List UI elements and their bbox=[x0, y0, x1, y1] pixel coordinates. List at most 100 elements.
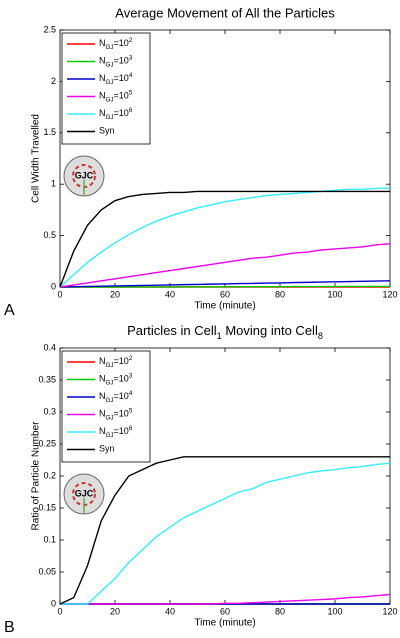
text-part: 8 bbox=[318, 331, 323, 341]
x-tick-label: 80 bbox=[275, 289, 285, 299]
text-part: GJ bbox=[106, 97, 114, 104]
text-part: GJ bbox=[106, 362, 114, 369]
text-part: 6 bbox=[129, 107, 133, 114]
line-series bbox=[59, 243, 391, 288]
y-tick-label: 0.2 bbox=[43, 470, 56, 480]
text-part: N bbox=[99, 91, 106, 101]
text-part: 1 bbox=[217, 331, 222, 341]
icon bbox=[63, 155, 105, 197]
y-tick-label: 0 bbox=[51, 598, 56, 608]
text-part: 6 bbox=[129, 425, 133, 432]
legend-label: NGJ=106 bbox=[99, 425, 133, 439]
icon-label: GJC bbox=[75, 488, 94, 498]
y-axis-label: Cell Width Travelled bbox=[31, 114, 42, 203]
text-part: 5 bbox=[129, 408, 133, 415]
x-tick-label: 40 bbox=[165, 289, 175, 299]
text-part: Syn bbox=[99, 444, 115, 454]
icon-label: GJC bbox=[75, 170, 94, 180]
legend-label: NGJ=106 bbox=[99, 107, 133, 121]
legend bbox=[61, 32, 151, 145]
x-tick-label: 100 bbox=[327, 289, 342, 299]
chart-title: Average Movement of All the Particles bbox=[115, 5, 335, 20]
y-tick-label: 1 bbox=[51, 179, 56, 189]
text-part: 4 bbox=[129, 72, 133, 79]
x-tick-label: 40 bbox=[165, 606, 175, 616]
text-part: GJ bbox=[106, 114, 114, 121]
text-part: =10 bbox=[114, 91, 129, 101]
legend-label: NGJ=105 bbox=[99, 408, 133, 422]
y-tick-label: 0.15 bbox=[38, 502, 56, 512]
legend bbox=[61, 350, 151, 463]
text-part: 3 bbox=[129, 55, 133, 62]
legend-label: Syn bbox=[99, 126, 115, 136]
text-part: GJ bbox=[106, 397, 114, 404]
y-tick-label: 0.5 bbox=[43, 230, 56, 240]
text-part: N bbox=[99, 374, 106, 384]
legend-label: NGJ=104 bbox=[99, 72, 133, 86]
x-tick-label: 0 bbox=[57, 606, 62, 616]
y-tick-label: 0.4 bbox=[43, 342, 56, 352]
y-tick-label: 0.35 bbox=[38, 374, 56, 384]
panel-label: A bbox=[4, 302, 15, 319]
text-part: =10 bbox=[114, 73, 129, 83]
x-tick-label: 20 bbox=[110, 606, 120, 616]
text-part: =10 bbox=[114, 374, 129, 384]
text-part: Particles in Cell bbox=[127, 323, 217, 338]
line-series bbox=[60, 462, 391, 605]
text-part: =10 bbox=[114, 391, 129, 401]
text-part: 4 bbox=[129, 390, 133, 397]
text-part: N bbox=[99, 409, 106, 419]
x-tick-label: 80 bbox=[275, 606, 285, 616]
text-part: N bbox=[99, 56, 106, 66]
x-tick-label: 100 bbox=[327, 606, 342, 616]
x-tick-label: 20 bbox=[110, 289, 120, 299]
text-part: N bbox=[99, 38, 106, 48]
legend-label: NGJ=105 bbox=[99, 90, 133, 104]
line-series bbox=[59, 280, 391, 288]
line-series bbox=[60, 285, 390, 288]
text-part: N bbox=[99, 73, 106, 83]
x-axis-label: Time (minute) bbox=[194, 618, 255, 629]
text-part: GJ bbox=[106, 432, 114, 439]
line-series bbox=[59, 187, 390, 288]
icon bbox=[63, 473, 105, 515]
legend-label: NGJ=103 bbox=[99, 373, 133, 387]
text-part: Syn bbox=[99, 126, 115, 136]
x-axis-label: Time (minute) bbox=[194, 301, 255, 312]
text-part: GJ bbox=[106, 79, 114, 86]
text-part: N bbox=[99, 391, 106, 401]
chart-title: Particles in Cell1 Moving into Cell8 bbox=[127, 323, 323, 341]
text-part: GJ bbox=[106, 44, 114, 51]
text-part: N bbox=[99, 108, 106, 118]
text-part: 5 bbox=[129, 90, 133, 97]
y-tick-label: 0.1 bbox=[43, 534, 56, 544]
text-part: 3 bbox=[129, 373, 133, 380]
text-part: =10 bbox=[114, 426, 129, 436]
line-series bbox=[59, 456, 390, 605]
line-series bbox=[59, 190, 390, 288]
y-tick-label: 2.5 bbox=[43, 24, 56, 34]
text-part: N bbox=[99, 356, 106, 366]
legend-label: NGJ=103 bbox=[99, 55, 133, 69]
x-tick-label: 60 bbox=[220, 289, 230, 299]
text-part: =10 bbox=[114, 409, 129, 419]
text-part: =10 bbox=[114, 356, 129, 366]
text-part: N bbox=[99, 426, 106, 436]
y-axis-label: Ratio of Particle Number bbox=[31, 421, 42, 531]
y-tick-label: 0.3 bbox=[43, 406, 56, 416]
x-tick-label: 120 bbox=[382, 606, 397, 616]
text-part: 2 bbox=[129, 355, 133, 362]
line-series bbox=[60, 593, 391, 605]
legend-label: NGJ=102 bbox=[99, 355, 133, 369]
text-part: GJ bbox=[106, 415, 114, 422]
x-tick-label: 60 bbox=[220, 606, 230, 616]
x-tick-label: 120 bbox=[382, 289, 397, 299]
text-part: =10 bbox=[114, 38, 129, 48]
text-part: GJ bbox=[106, 380, 114, 387]
x-tick-label: 0 bbox=[57, 289, 62, 299]
y-tick-label: 0 bbox=[51, 281, 56, 291]
y-tick-label: 0.25 bbox=[38, 438, 56, 448]
y-tick-label: 2 bbox=[51, 76, 56, 86]
legend-label: NGJ=102 bbox=[99, 37, 133, 51]
